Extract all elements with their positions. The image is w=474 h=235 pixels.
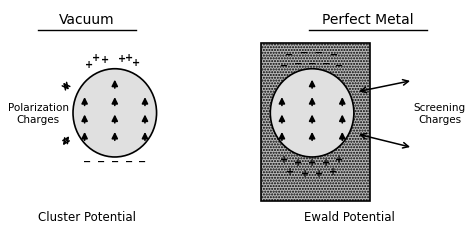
Text: −: − — [300, 48, 308, 58]
Bar — [261, 43, 370, 201]
Text: Vacuum: Vacuum — [59, 13, 115, 27]
Text: +: + — [322, 158, 330, 168]
Text: −: − — [308, 59, 316, 69]
Ellipse shape — [270, 69, 354, 157]
Text: Screening
Charges: Screening Charges — [414, 103, 466, 125]
Text: +: + — [92, 53, 100, 63]
Text: −: − — [335, 61, 343, 71]
Text: +: + — [125, 53, 133, 63]
Text: +: + — [335, 155, 343, 165]
Text: +: + — [286, 167, 294, 177]
Text: −: − — [322, 59, 330, 69]
Ellipse shape — [73, 69, 156, 157]
Text: −: − — [125, 157, 133, 167]
Text: +: + — [280, 155, 288, 165]
Text: −: − — [111, 157, 119, 167]
Text: +: + — [101, 55, 109, 65]
Text: +: + — [308, 158, 316, 168]
Text: Perfect Metal: Perfect Metal — [322, 13, 414, 27]
Text: −: − — [294, 59, 302, 69]
Text: Ewald Potential: Ewald Potential — [304, 211, 395, 224]
Text: +: + — [294, 158, 302, 168]
Text: +: + — [301, 169, 309, 179]
Text: −: − — [83, 157, 91, 167]
Text: +: + — [132, 58, 140, 68]
Text: +: + — [316, 169, 324, 179]
Text: −: − — [315, 48, 323, 58]
Text: Polarization
Charges: Polarization Charges — [8, 103, 69, 125]
Text: −: − — [285, 50, 293, 60]
Text: −: − — [97, 157, 105, 167]
Text: +: + — [329, 167, 337, 177]
Text: +: + — [85, 59, 93, 70]
Text: +: + — [118, 55, 126, 64]
Text: −: − — [330, 50, 338, 60]
Text: −: − — [280, 61, 288, 71]
Text: Cluster Potential: Cluster Potential — [38, 211, 136, 224]
Text: −: − — [137, 157, 146, 167]
